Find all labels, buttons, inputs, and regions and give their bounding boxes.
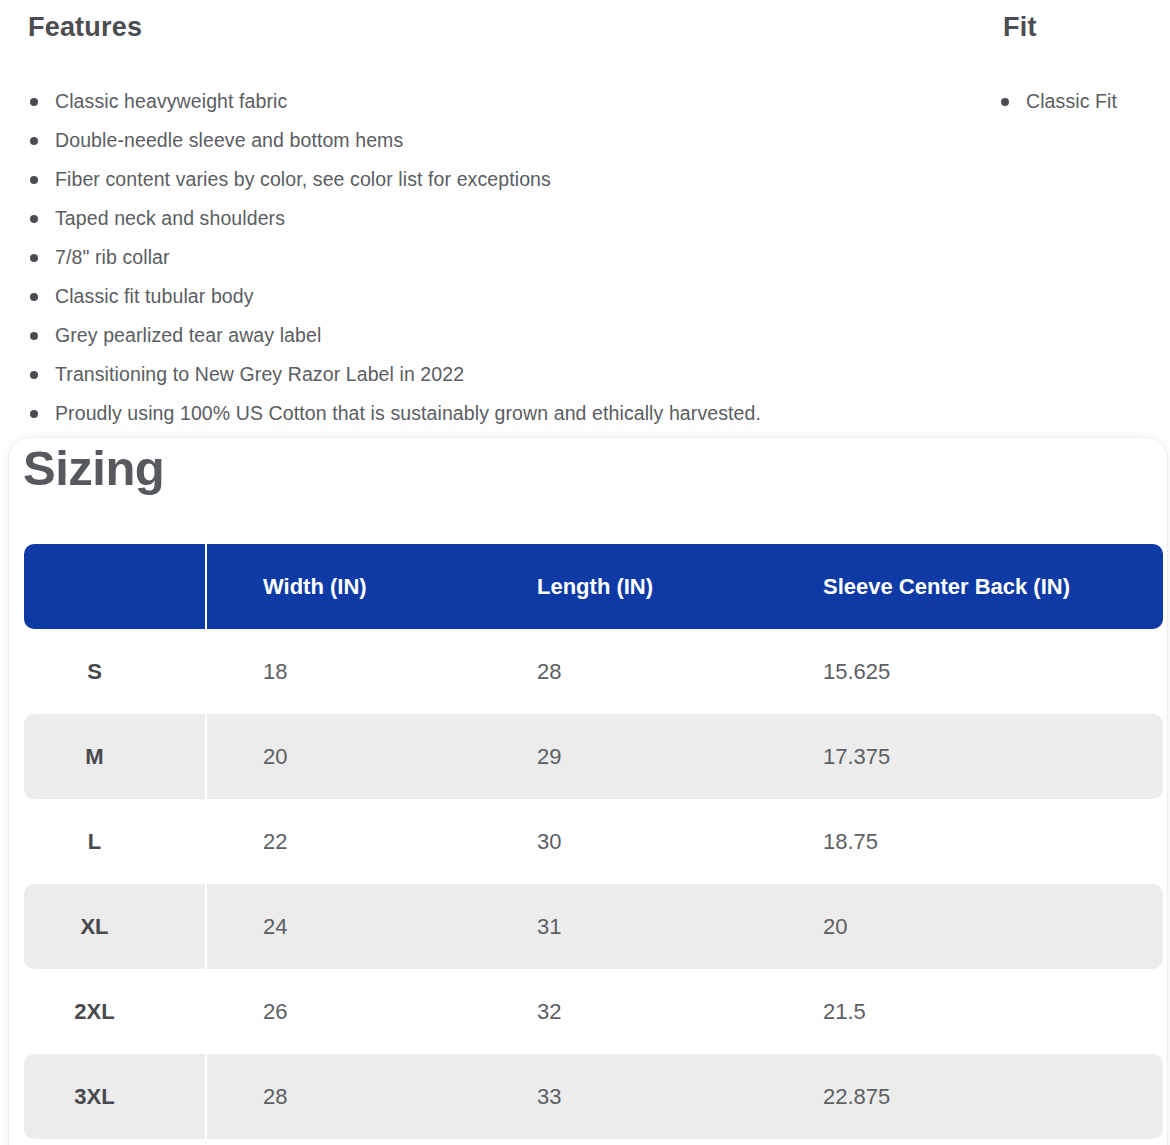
column-divider bbox=[205, 884, 207, 969]
column-divider bbox=[205, 544, 207, 629]
column-divider bbox=[205, 799, 207, 884]
features-title: Features bbox=[28, 12, 968, 43]
sleeve-cell: 17.375 bbox=[765, 744, 1163, 770]
bullet-icon bbox=[30, 410, 38, 418]
column-divider bbox=[205, 969, 207, 1054]
feature-item-text: Grey pearlized tear away label bbox=[55, 324, 321, 347]
feature-item: Transitioning to New Grey Razor Label in… bbox=[30, 355, 968, 394]
size-cell: XL bbox=[24, 914, 205, 940]
table-row-s: S 18 28 15.625 bbox=[24, 629, 1163, 714]
column-divider bbox=[205, 629, 207, 714]
feature-item: Double-needle sleeve and bottom hems bbox=[30, 121, 968, 160]
feature-item: Taped neck and shoulders bbox=[30, 199, 968, 238]
size-table: Width (IN) Length (IN) Sleeve Center Bac… bbox=[24, 544, 1163, 1139]
size-cell: 3XL bbox=[24, 1084, 205, 1110]
size-cell: 2XL bbox=[24, 999, 205, 1025]
col-header-length: Length (IN) bbox=[479, 574, 765, 600]
width-cell: 20 bbox=[205, 744, 479, 770]
bullet-icon bbox=[30, 176, 38, 184]
width-cell: 28 bbox=[205, 1084, 479, 1110]
length-cell: 32 bbox=[479, 999, 765, 1025]
size-cell: M bbox=[24, 744, 205, 770]
length-cell: 28 bbox=[479, 659, 765, 685]
sizing-card: Sizing Width (IN) Length (IN) Sleeve Cen… bbox=[8, 437, 1168, 1145]
sleeve-cell: 20 bbox=[765, 914, 1163, 940]
width-cell: 26 bbox=[205, 999, 479, 1025]
bullet-icon bbox=[30, 332, 38, 340]
size-cell: S bbox=[24, 659, 205, 685]
feature-item-text: Proudly using 100% US Cotton that is sus… bbox=[55, 402, 761, 425]
col-header-sleeve: Sleeve Center Back (IN) bbox=[765, 574, 1163, 600]
sleeve-cell: 22.875 bbox=[765, 1084, 1163, 1110]
sleeve-cell: 18.75 bbox=[765, 829, 1163, 855]
fit-title: Fit bbox=[1003, 12, 1169, 43]
bullet-icon bbox=[30, 293, 38, 301]
fit-item-text: Classic Fit bbox=[1026, 90, 1117, 113]
column-divider bbox=[205, 1054, 207, 1139]
fit-list: Classic Fit bbox=[1001, 82, 1169, 121]
feature-item: 7/8" rib collar bbox=[30, 238, 968, 277]
sizing-title: Sizing bbox=[23, 440, 164, 496]
sleeve-cell: 21.5 bbox=[765, 999, 1163, 1025]
feature-item-text: Transitioning to New Grey Razor Label in… bbox=[55, 363, 464, 386]
feature-item-text: Classic heavyweight fabric bbox=[55, 90, 287, 113]
bullet-icon bbox=[30, 215, 38, 223]
feature-item: Classic fit tubular body bbox=[30, 277, 968, 316]
width-cell: 24 bbox=[205, 914, 479, 940]
feature-item: Proudly using 100% US Cotton that is sus… bbox=[30, 394, 968, 433]
bullet-icon bbox=[1001, 98, 1009, 106]
feature-item: Classic heavyweight fabric bbox=[30, 82, 968, 121]
bullet-icon bbox=[30, 98, 38, 106]
feature-item-text: Double-needle sleeve and bottom hems bbox=[55, 129, 403, 152]
length-cell: 33 bbox=[479, 1084, 765, 1110]
table-header-row: Width (IN) Length (IN) Sleeve Center Bac… bbox=[24, 544, 1163, 629]
features-list: Classic heavyweight fabric Double-needle… bbox=[30, 82, 968, 433]
table-row-m: M 20 29 17.375 bbox=[24, 714, 1163, 799]
length-cell: 29 bbox=[479, 744, 765, 770]
fit-item: Classic Fit bbox=[1001, 82, 1169, 121]
feature-item: Grey pearlized tear away label bbox=[30, 316, 968, 355]
table-row-2xl: 2XL 26 32 21.5 bbox=[24, 969, 1163, 1054]
length-cell: 30 bbox=[479, 829, 765, 855]
size-cell: L bbox=[24, 829, 205, 855]
bullet-icon bbox=[30, 254, 38, 262]
length-cell: 31 bbox=[479, 914, 765, 940]
width-cell: 18 bbox=[205, 659, 479, 685]
sleeve-cell: 15.625 bbox=[765, 659, 1163, 685]
width-cell: 22 bbox=[205, 829, 479, 855]
col-header-width: Width (IN) bbox=[205, 574, 479, 600]
bullet-icon bbox=[30, 137, 38, 145]
features-section: Features Classic heavyweight fabric Doub… bbox=[28, 12, 968, 433]
table-row-xl: XL 24 31 20 bbox=[24, 884, 1163, 969]
bullet-icon bbox=[30, 371, 38, 379]
table-row-l: L 22 30 18.75 bbox=[24, 799, 1163, 884]
feature-item-text: Taped neck and shoulders bbox=[55, 207, 285, 230]
feature-item-text: Fiber content varies by color, see color… bbox=[55, 168, 551, 191]
column-divider bbox=[205, 714, 207, 799]
feature-item-text: 7/8" rib collar bbox=[55, 246, 170, 269]
feature-item: Fiber content varies by color, see color… bbox=[30, 160, 968, 199]
fit-section: Fit Classic Fit bbox=[999, 12, 1169, 121]
table-row-3xl: 3XL 28 33 22.875 bbox=[24, 1054, 1163, 1139]
feature-item-text: Classic fit tubular body bbox=[55, 285, 254, 308]
